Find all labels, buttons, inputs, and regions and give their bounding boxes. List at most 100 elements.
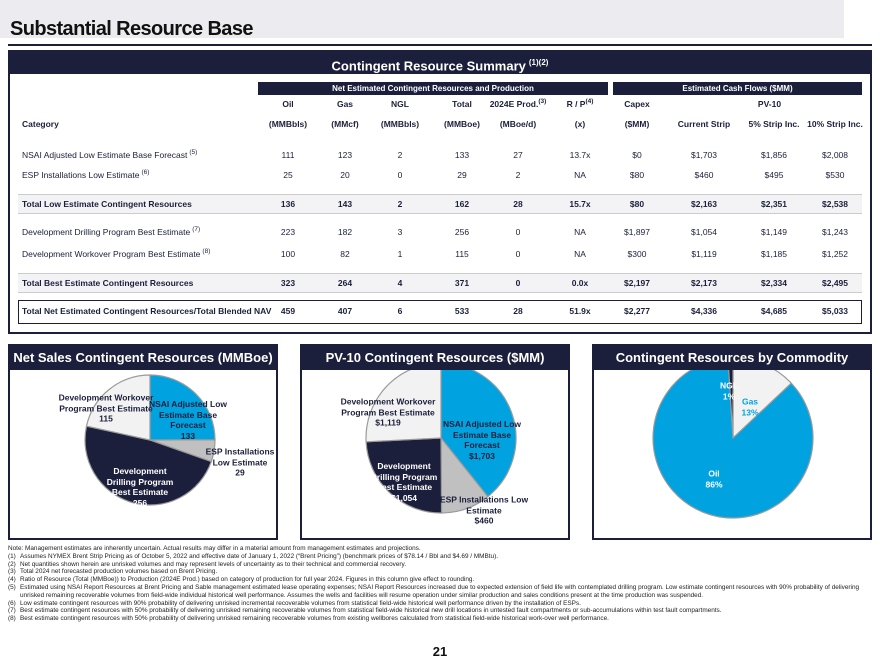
table-cell: $2,197 [624,278,650,288]
slice-label: NGL 1% [714,381,744,402]
table-cell: 27 [513,150,523,160]
row-label-text: NSAI Adjusted Low Estimate Base Forecast [22,150,188,160]
chart-panel [300,344,570,540]
table-cell: 2 [515,170,521,180]
table-cell: 20 [340,170,350,180]
table-cell: NA [574,170,586,180]
unit-header: Category [22,119,59,129]
row-label-note: (8) [202,248,211,256]
table-cell: 100 [280,249,296,259]
unit-header: (MBoe/d) [499,119,537,129]
slice-name: NGL [720,380,738,391]
table-cell: $1,149 [761,227,787,237]
footnote-text: Assumes NYMEX Brent Strip Pricing as of … [20,552,498,560]
slide-title: Substantial Resource Base [10,18,253,40]
column-header-text: R / P [566,99,586,109]
slice-value: 133 [180,430,196,441]
slice-name: Development Drilling Program Best Estima… [370,461,438,492]
table-cell: $80 [629,170,645,180]
slice-name: Gas [741,396,759,407]
slice-name: ESP Installations Low Estimate [205,446,275,467]
table-cell: $2,008 [822,150,848,160]
footnote-marker: (2) [8,560,16,568]
row-label: Development Workover Program Best Estima… [22,247,262,261]
table-cell: 182 [337,227,353,237]
slice-name: Development Drilling Program Best Estima… [106,466,174,497]
table-cell: $460 [694,170,714,180]
footnote-text: Best estimate contingent resources with … [20,607,722,615]
column-header: R / P(4) [542,97,618,111]
chart-title: Contingent Resources by Commodity [594,346,870,370]
footnote-marker: (8) [8,615,16,623]
table-cell: 133 [454,150,470,160]
table-cell: $495 [764,170,784,180]
title-rule [8,44,872,46]
footnote: (5) Estimated using NSAI Report Resources… [8,584,872,600]
table-title: Contingent Resource Summary [331,58,526,74]
slice-label: NSAI Adjusted Low Estimate Base Forecast… [442,419,522,461]
table-cell: 28 [513,199,523,209]
table-cell: $2,173 [691,278,717,288]
slice-label: NSAI Adjusted Low Estimate Base Forecast… [148,399,228,441]
pie-slice [652,357,814,519]
column-header-text: 2024E Prod. [489,99,539,109]
column-header: 2024E Prod.(3) [480,97,556,111]
unit-header: (x) [574,119,586,129]
pie-slice [84,425,213,506]
footnote: (8) Best estimate contingent resources wi… [8,615,872,623]
footnote: (1) Assumes NYMEX Brent Strip Pricing as … [8,553,872,561]
row-label-text: Total Low Estimate Contingent Resources [22,199,192,209]
table-cell: 0 [515,227,521,237]
slice-value: 13% [741,407,759,417]
row-label-note: (6) [141,169,150,177]
unit-header: ($MM) [624,119,650,129]
slice-name: NSAI Adjusted Low Estimate Base Forecast [148,399,228,430]
group-header: Estimated Cash Flows ($MM) [613,82,862,95]
row-label-text: Development Workover Program Best Estima… [22,249,201,259]
table-cell: 223 [280,227,296,237]
table-cell: 264 [337,278,353,288]
unit-header: Current Strip [677,119,731,129]
slice-value: 115 [99,413,113,424]
slice-label: Development Workover Program Best Estima… [338,396,438,428]
table-cell: $2,277 [624,306,650,316]
table-cell: 3 [397,227,403,237]
slice-name: NSAI Adjusted Low Estimate Base Forecast [442,419,522,450]
table-cell: 0.0x [571,278,589,288]
table-cell: 162 [454,199,470,209]
footnote: (4) Ratio of Resource (Total (MMBoe)) to … [8,576,872,584]
table-cell: 6 [397,306,403,316]
footnote: (6) Low estimate contingent resources wit… [8,600,872,608]
table-cell: $4,336 [691,306,717,316]
chart-panel [8,344,278,540]
row-label: NSAI Adjusted Low Estimate Base Forecast… [22,148,262,162]
footnote-text: Ratio of Resource (Total (MMBoe)) to Pro… [20,576,475,584]
table-cell: $1,119 [691,249,717,259]
table-cell: 407 [337,306,353,316]
footnote-text: Low estimate contingent resources with 9… [20,599,581,607]
row-label: ESP Installations Low Estimate (6) [22,168,262,182]
table-cell: 0 [515,278,521,288]
slice-value: 256 [132,497,148,508]
footnote-marker: (5) [8,583,16,591]
column-header: PV-10 [732,97,808,111]
pie-slice [365,437,443,514]
table-cell: $2,495 [822,278,848,288]
slice-name: Oil [708,468,720,479]
slice-name: Development Workover Program Best Estima… [58,392,154,413]
table-cell: 2 [397,199,403,209]
table-cell: $1,703 [691,150,717,160]
table-cell: $4,685 [761,306,787,316]
table-cell: 2 [397,150,403,160]
slice-value: 29 [235,467,245,478]
table-cell: $2,334 [761,278,787,288]
footnote-marker: (7) [8,607,16,615]
row-label: Total Low Estimate Contingent Resources [22,197,262,211]
slice-label: ESP Installations Low Estimate 29 [205,446,275,478]
footnotes: Note: Management estimates are inherentl… [8,545,872,623]
table-cell: 323 [280,278,296,288]
footnote-marker: (6) [8,599,16,607]
table-cell: $300 [627,249,647,259]
